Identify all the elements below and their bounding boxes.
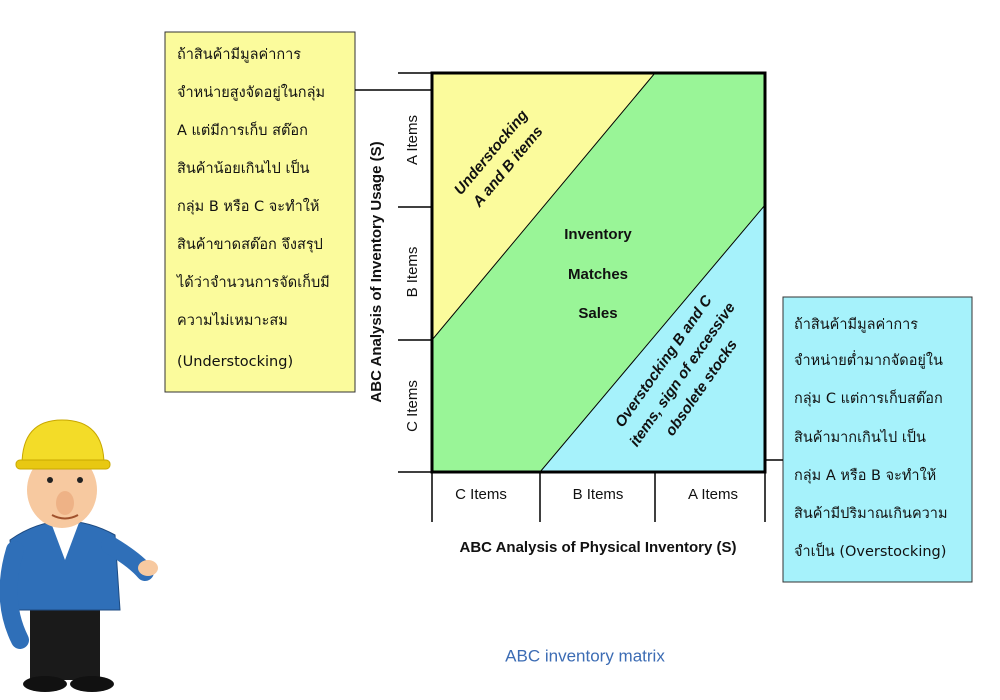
x-category: A Items bbox=[688, 486, 738, 503]
y-category: B Items bbox=[404, 247, 421, 298]
note-line: สินค้ามากเกินไป เป็น bbox=[794, 427, 926, 446]
note-line: กลุ่ม A หรือ B จะทำให้ bbox=[794, 466, 936, 484]
left-note-box bbox=[164, 31, 356, 393]
note-line: ความไม่เหมาะสม bbox=[177, 311, 288, 329]
worker-illustration bbox=[0, 419, 158, 692]
note-line: กลุ่ม C แต่การเก็บสต๊อก bbox=[794, 388, 943, 407]
note-line: (Understocking) bbox=[177, 354, 293, 370]
note-line: จำหน่ายต่ำมากจัดอยู่ใน bbox=[794, 350, 943, 369]
x-category: B Items bbox=[573, 486, 624, 503]
note-line: สินค้าขาดสต๊อก จึงสรุป bbox=[177, 236, 323, 253]
note-line: จำเป็น (Overstocking) bbox=[794, 541, 946, 560]
note-line: สินค้าน้อยเกินไป เป็น bbox=[177, 158, 310, 177]
note-line: A แต่มีการเก็บ สต๊อก bbox=[177, 120, 308, 139]
x-axis-title: ABC Analysis of Physical Inventory (S) bbox=[459, 539, 736, 556]
y-category: A Items bbox=[404, 115, 421, 165]
note-line: กลุ่ม B หรือ C จะทำให้ bbox=[177, 197, 319, 215]
caption: ABC inventory matrix bbox=[505, 646, 665, 665]
y-category: C Items bbox=[404, 380, 421, 432]
region-text: Inventory bbox=[564, 226, 632, 243]
y-axis-title: ABC Analysis of Inventory Usage (S) bbox=[368, 141, 385, 402]
note-line: จำหน่ายสูงจัดอยู่ในกลุ่ม bbox=[177, 83, 325, 101]
x-category: C Items bbox=[455, 486, 507, 503]
matrix-frame bbox=[430, 71, 767, 474]
right-note-box bbox=[782, 296, 973, 583]
note-line: ถ้าสินค้ามีมูลค่าการ bbox=[177, 46, 301, 63]
region-text: Sales bbox=[578, 305, 617, 322]
region-text: Matches bbox=[568, 266, 628, 283]
note-line: สินค้ามีปริมาณเกินความ bbox=[794, 505, 948, 522]
note-line: ได้ว่าจำนวนการจัดเก็บมี bbox=[176, 272, 330, 291]
note-line: ถ้าสินค้ามีมูลค่าการ bbox=[794, 316, 918, 333]
